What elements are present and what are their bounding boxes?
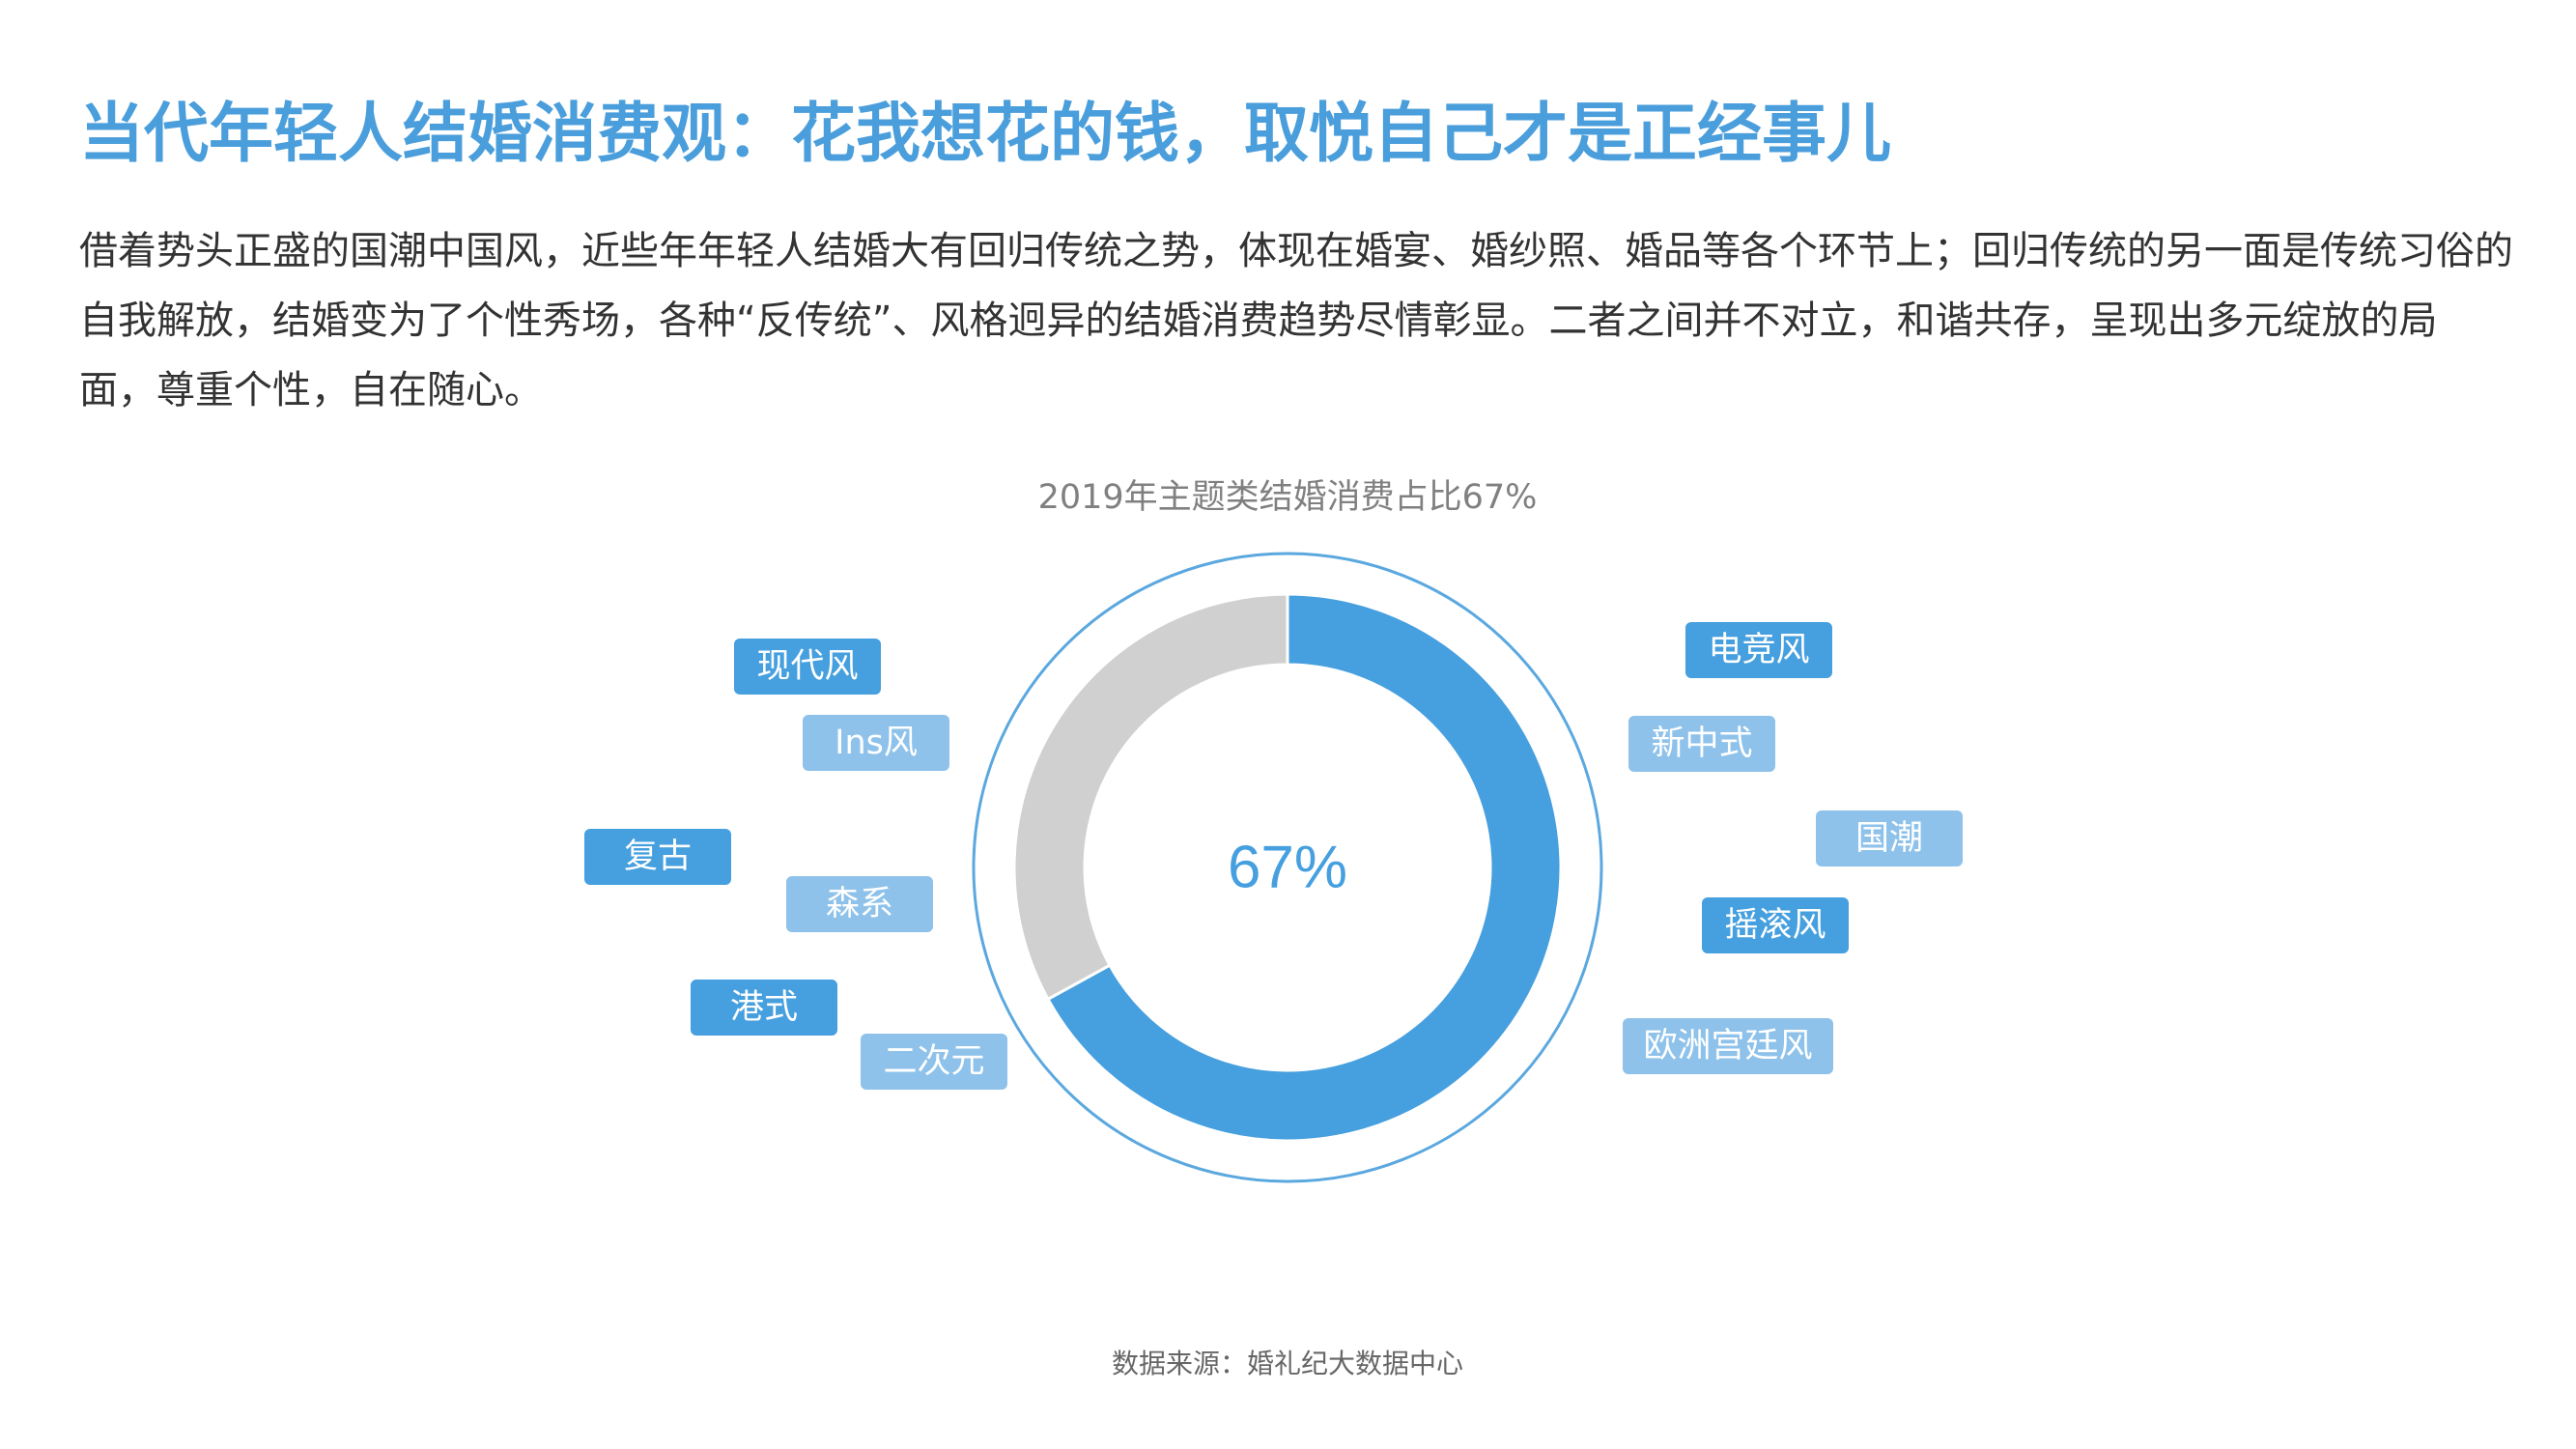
page-title: 当代年轻人结婚消费观：花我想花的钱，取悦自己才是正经事儿 <box>79 96 1891 171</box>
data-source: 数据来源：婚礼纪大数据中心 <box>1111 1348 1463 1379</box>
tag-palace: 欧洲宫廷风 <box>1623 1018 1833 1074</box>
tag-forest: 森系 <box>786 876 933 932</box>
tag-acg: 二次元 <box>861 1034 1007 1090</box>
center-value-label: 67% <box>1228 835 1347 901</box>
tag-retro: 复古 <box>584 829 731 885</box>
chart-title: 2019年主题类结婚消费占比67% <box>1037 478 1538 517</box>
donut-slice-2 <box>1012 592 1289 1002</box>
outer-ring <box>972 552 1603 1183</box>
tag-guochao: 国潮 <box>1816 810 1963 867</box>
donut-slices <box>1012 592 1563 1143</box>
tag-esports: 电竞风 <box>1685 622 1832 678</box>
page-description: 借着势头正盛的国潮中国风，近些年年轻人结婚大有回归传统之势，体现在婚宴、婚纱照、… <box>79 229 2513 412</box>
tag-hk: 港式 <box>691 980 837 1036</box>
tag-new-chinese: 新中式 <box>1628 716 1775 772</box>
donut-slice-1 <box>1045 592 1563 1143</box>
tag-rock: 摇滚风 <box>1702 897 1849 953</box>
tag-modern: 现代风 <box>734 639 881 695</box>
tag-ins: Ins风 <box>803 715 949 771</box>
